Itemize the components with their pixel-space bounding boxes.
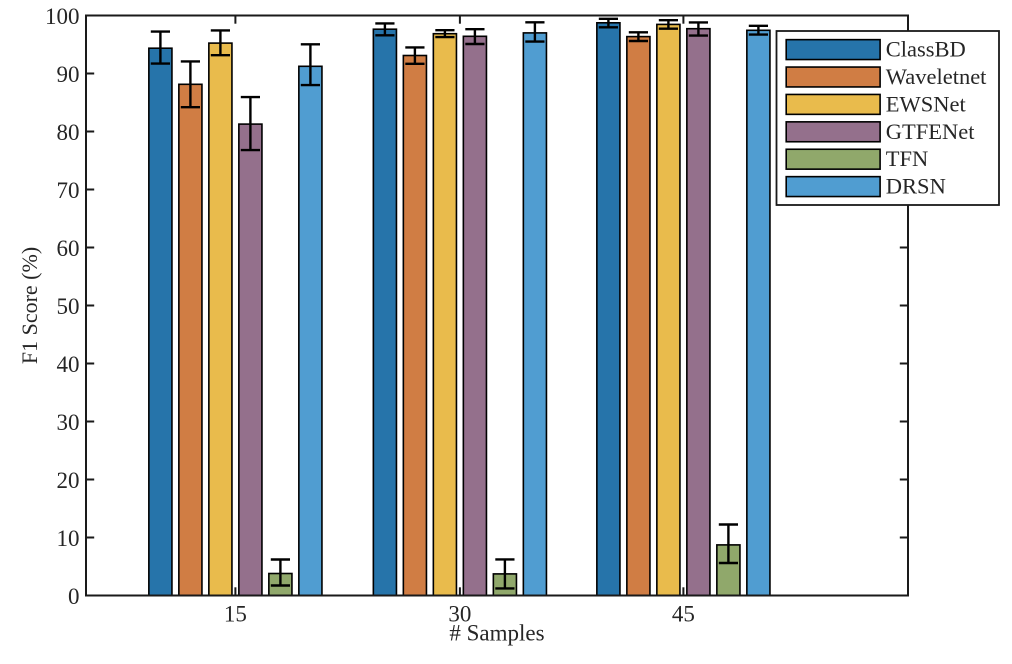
svg-text:10: 10 — [57, 526, 80, 551]
svg-text:30: 30 — [448, 601, 471, 626]
svg-text:EWSNet: EWSNet — [886, 91, 967, 116]
svg-text:Waveletnet: Waveletnet — [886, 64, 987, 89]
svg-text:45: 45 — [672, 601, 695, 626]
svg-text:20: 20 — [57, 468, 80, 493]
svg-text:70: 70 — [57, 178, 80, 203]
svg-text:50: 50 — [57, 294, 80, 319]
svg-text:40: 40 — [57, 352, 80, 377]
svg-text:F1 Score (%): F1 Score (%) — [17, 247, 42, 364]
svg-text:80: 80 — [57, 120, 80, 145]
svg-text:TFN: TFN — [886, 146, 929, 171]
svg-text:ClassBD: ClassBD — [886, 37, 966, 62]
svg-text:GTFENet: GTFENet — [886, 119, 975, 144]
svg-text:30: 30 — [57, 410, 80, 435]
svg-text:DRSN: DRSN — [886, 174, 946, 199]
svg-text:60: 60 — [57, 236, 80, 261]
svg-text:100: 100 — [45, 4, 80, 29]
svg-text:90: 90 — [57, 62, 80, 87]
svg-text:# Samples: # Samples — [449, 621, 544, 646]
svg-text:15: 15 — [224, 601, 247, 626]
svg-text:0: 0 — [68, 584, 80, 609]
